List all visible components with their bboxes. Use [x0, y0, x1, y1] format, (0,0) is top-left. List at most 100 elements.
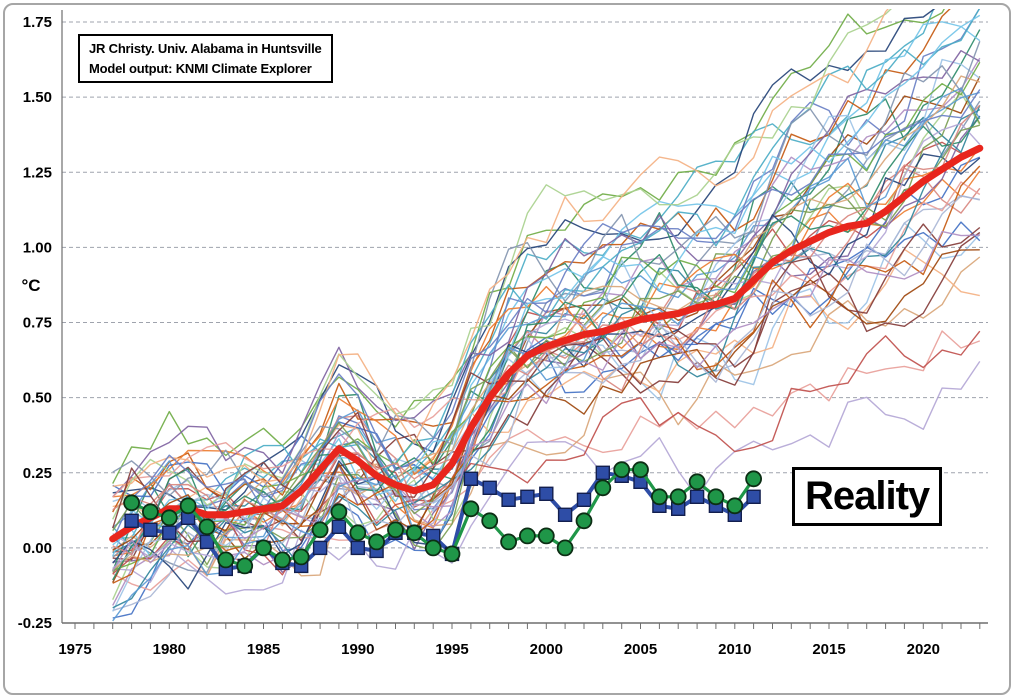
green-circle-markers [123, 461, 762, 575]
green-circle-marker [575, 512, 593, 530]
x-tick-label: 2010 [718, 641, 751, 658]
y-tick-label: 1.75 [23, 14, 52, 31]
model-run-line [112, 9, 892, 520]
green-circle-marker [368, 533, 386, 551]
model-run-line [112, 9, 936, 511]
y-axis-unit-label: °C [21, 276, 40, 295]
green-circle-marker [556, 539, 574, 557]
blue-square-marker [312, 540, 328, 556]
model-run-line [112, 108, 981, 609]
model-run-line [112, 14, 981, 557]
green-circle-marker [217, 551, 235, 569]
observations-green-line [130, 468, 755, 568]
green-circle-marker [292, 548, 310, 566]
blue-square-marker [557, 507, 573, 522]
model-run-line [112, 165, 981, 584]
blue-square-marker [143, 522, 158, 537]
green-circle-marker [481, 512, 499, 530]
blue-square-marker [350, 540, 365, 556]
annotation-line-1: JR Christy. Univ. Alabama in Huntsville [89, 41, 322, 56]
green-circle-marker [613, 461, 631, 479]
model-run-line [112, 75, 981, 571]
green-circle-marker [123, 494, 141, 512]
green-circle-marker [745, 470, 762, 488]
model-run-line [112, 89, 981, 541]
model-run-line [112, 361, 981, 595]
y-tick-label: 0.00 [23, 540, 52, 557]
model-run-line [112, 9, 935, 540]
green-circle-marker [462, 500, 480, 518]
axes [61, 10, 988, 629]
annotation-line-2: Model output: KNMI Climate Explorer [89, 60, 312, 76]
y-tick-label: 0.25 [23, 465, 52, 482]
green-circle-marker [669, 488, 687, 506]
green-circle-marker [236, 557, 254, 575]
y-tick-label: 1.00 [23, 239, 52, 256]
blue-square-marker [162, 525, 177, 540]
green-circle-marker [160, 509, 178, 527]
model-run-line [112, 141, 980, 553]
green-circle-marker [330, 503, 348, 521]
reality-label: Reality [805, 474, 930, 518]
green-circle-marker [141, 503, 159, 521]
y-tick-label: 0.50 [23, 390, 52, 407]
green-circle-marker [255, 539, 272, 557]
model-run-line [112, 29, 981, 572]
x-tick-label: 2005 [624, 641, 657, 658]
y-tick-label: -0.25 [18, 615, 52, 632]
x-tick-label: 1995 [435, 641, 468, 658]
model-run-line [112, 40, 981, 497]
x-tick-label: 1975 [58, 641, 91, 658]
green-circle-marker [537, 527, 555, 545]
source-annotation-box: JR Christy. Univ. Alabama in Huntsville … [78, 34, 333, 83]
blue-square-marker [482, 480, 497, 495]
green-circle-marker [179, 497, 197, 515]
x-tick-label: 1985 [247, 641, 280, 658]
model-run-line [112, 9, 889, 487]
green-circle-marker [405, 524, 423, 542]
green-circle-marker [443, 545, 461, 563]
model-run-line [112, 9, 945, 484]
green-circle-marker [651, 488, 668, 506]
y-tick-label: 0.75 [23, 315, 52, 332]
model-run-line [112, 230, 980, 572]
green-circle-marker [726, 497, 744, 515]
green-circle-marker [311, 521, 329, 539]
x-tick-label: 1990 [341, 641, 374, 658]
blue-square-marker [576, 492, 592, 507]
model-run-line [112, 104, 981, 556]
plot-area [109, 9, 984, 622]
blue-square-marker [689, 489, 705, 504]
green-circle-marker [198, 518, 216, 536]
green-circle-marker [688, 473, 706, 491]
x-tick-label: 2000 [530, 641, 563, 658]
observations-blue-line [130, 470, 755, 571]
green-circle-marker [594, 479, 612, 497]
green-circle-marker [349, 524, 367, 542]
y-tick-label: 1.25 [23, 164, 52, 181]
green-circle-marker [424, 539, 442, 557]
model-mean-line [109, 144, 984, 543]
blue-square-marker [463, 471, 479, 486]
green-circle-marker [273, 551, 291, 569]
blue-square-marker [746, 489, 761, 504]
model-run-line [112, 57, 981, 606]
blue-square-marker [199, 534, 215, 550]
blue-square-marker [124, 513, 139, 528]
green-circle-marker [387, 521, 404, 539]
green-circle-marker [500, 533, 518, 551]
blue-square-marker [520, 489, 535, 504]
blue-square-marker [595, 465, 610, 480]
x-tick-label: 2020 [907, 641, 940, 658]
y-tick-label: 1.50 [23, 89, 52, 106]
reality-label-box: Reality [792, 467, 943, 526]
x-tick-label: 1980 [153, 641, 186, 658]
blue-square-marker [501, 492, 516, 507]
axis-tick-labels: 1975 1980 1985 1990 1995 2000 2005 2010 2015 2020… [18, 14, 940, 658]
model-run-line [112, 124, 980, 549]
green-circle-marker [632, 461, 649, 479]
green-circle-marker [519, 527, 536, 545]
model-run-line [112, 122, 981, 561]
